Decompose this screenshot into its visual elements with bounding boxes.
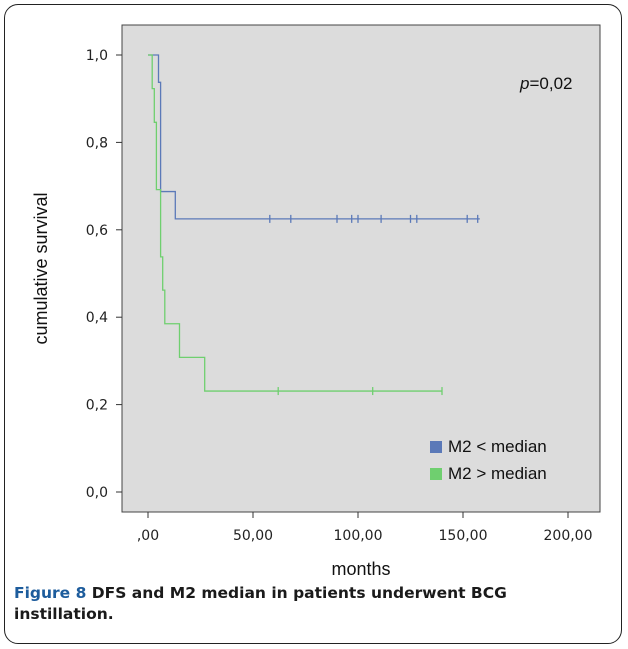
p-value-annotation: p=0,02 <box>519 74 572 93</box>
x-tick-label: 100,00 <box>334 528 383 544</box>
y-tick-label: 0,8 <box>86 135 108 151</box>
p-symbol: p <box>519 74 529 93</box>
legend-swatch <box>430 468 442 480</box>
x-tick-label: 50,00 <box>233 528 273 544</box>
survival-curve <box>148 54 480 220</box>
legend-swatch <box>430 441 442 453</box>
survival-chart: 0,0 0,2 0,4 0,6 0,8 1,0 ,00 50,00 100,00 150,00 20… <box>31 24 601 579</box>
caption-label: Figure 8 <box>14 584 87 602</box>
y-tick-label: 0,4 <box>86 310 108 326</box>
x-tick-label: 150,00 <box>439 528 488 544</box>
caption-text: DFS and M2 median in patients underwent … <box>14 584 507 623</box>
x-axis-label: months <box>331 559 390 579</box>
y-tick-label: 1,0 <box>86 48 108 64</box>
y-axis-label: cumulative survival <box>31 192 51 344</box>
y-tick-label: 0,6 <box>86 223 108 239</box>
x-tick-label: 200,00 <box>544 528 593 544</box>
y-tick-label: 0,2 <box>86 398 108 414</box>
x-tick-label: ,00 <box>137 528 159 544</box>
legend-label: M2 < median <box>448 437 547 456</box>
p-value: =0,02 <box>529 74 572 93</box>
axes: 0,0 0,2 0,4 0,6 0,8 1,0 ,00 50,00 100,00 150,00 20… <box>86 48 593 544</box>
y-tick-label: 0,0 <box>86 485 108 501</box>
legend: M2 < median M2 > median <box>430 437 547 483</box>
series-layer <box>148 54 480 396</box>
legend-label: M2 > median <box>448 464 547 483</box>
survival-curve <box>148 54 442 392</box>
figure-caption: Figure 8 DFS and M2 median in patients u… <box>14 583 574 625</box>
plot-area <box>121 24 601 513</box>
